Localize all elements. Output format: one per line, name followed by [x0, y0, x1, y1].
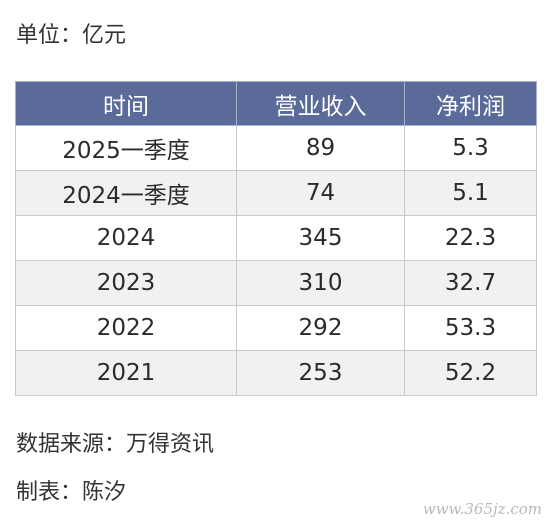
cell-net-profit: 32.7: [404, 260, 537, 306]
table-header-row: 时间 营业收入 净利润: [15, 81, 537, 126]
header-period: 时间: [15, 81, 237, 126]
cell-period: 2024: [15, 215, 237, 261]
financial-table-container: 时间 营业收入 净利润 2025一季度 89 5.3 2024一季度 74 5.…: [15, 81, 537, 396]
cell-net-profit: 53.3: [404, 305, 537, 351]
cell-net-profit: 5.3: [404, 125, 537, 171]
cell-revenue: 310: [236, 260, 405, 306]
table-row: 2022 292 53.3: [15, 305, 537, 351]
cell-revenue: 253: [236, 350, 405, 396]
cell-revenue: 292: [236, 305, 405, 351]
table-row: 2025一季度 89 5.3: [15, 125, 537, 171]
table-maker-label: 制表：陈汐: [16, 480, 127, 505]
table-row: 2023 310 32.7: [15, 260, 537, 306]
data-source-label: 数据来源：万得资讯: [16, 432, 215, 457]
cell-net-profit: 22.3: [404, 215, 537, 261]
table-row: 2024一季度 74 5.1: [15, 170, 537, 216]
cell-period: 2022: [15, 305, 237, 351]
cell-net-profit: 5.1: [404, 170, 537, 216]
cell-period: 2025一季度: [15, 125, 237, 171]
cell-revenue: 74: [236, 170, 405, 216]
unit-label: 单位：亿元: [16, 23, 127, 48]
cell-revenue: 345: [236, 215, 405, 261]
cell-period: 2023: [15, 260, 237, 306]
cell-net-profit: 52.2: [404, 350, 537, 396]
header-revenue: 营业收入: [236, 81, 405, 126]
cell-period: 2024一季度: [15, 170, 237, 216]
financial-table: 时间 营业收入 净利润 2025一季度 89 5.3 2024一季度 74 5.…: [15, 81, 537, 396]
watermark-text: www.365jz.com: [422, 500, 542, 518]
header-net-profit: 净利润: [404, 81, 537, 126]
table-row: 2021 253 52.2: [15, 350, 537, 396]
cell-revenue: 89: [236, 125, 405, 171]
table-row: 2024 345 22.3: [15, 215, 537, 261]
cell-period: 2021: [15, 350, 237, 396]
